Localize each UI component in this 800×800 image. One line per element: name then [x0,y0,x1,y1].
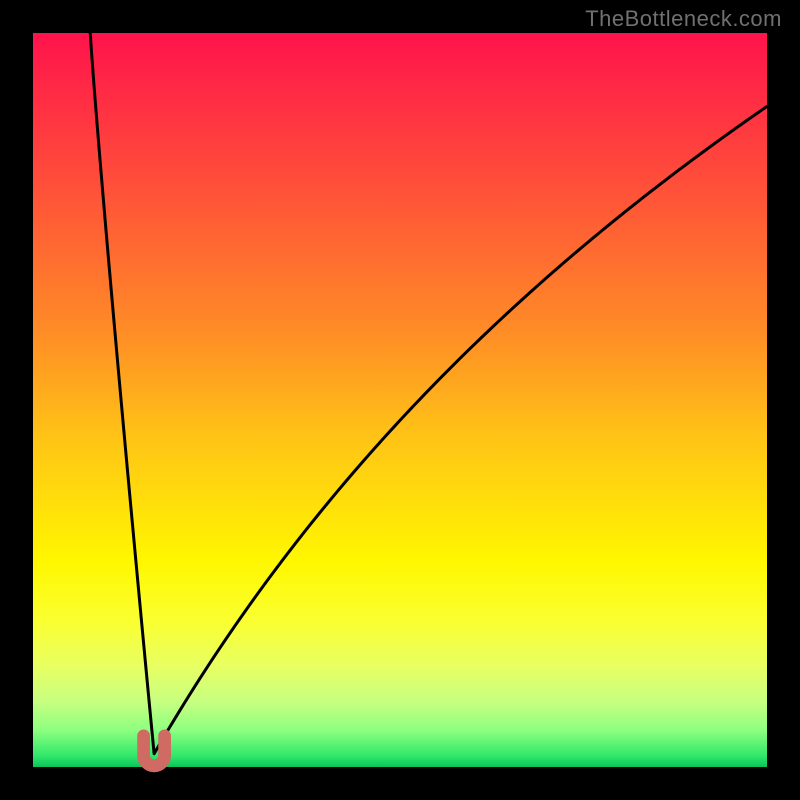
watermark-text: TheBottleneck.com [585,6,782,32]
gradient-field [33,33,767,767]
bottleneck-chart [0,0,800,800]
